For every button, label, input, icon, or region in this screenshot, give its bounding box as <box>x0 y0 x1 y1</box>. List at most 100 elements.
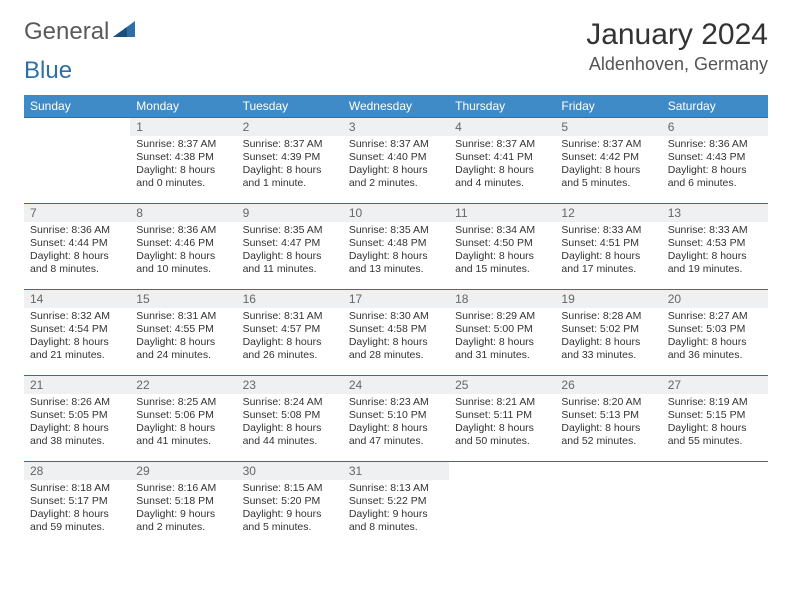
day-number: 14 <box>24 290 130 308</box>
sunset-text: Sunset: 4:38 PM <box>136 151 230 164</box>
daylight-text: Daylight: 8 hours and 26 minutes. <box>243 336 337 362</box>
daylight-text: Daylight: 8 hours and 5 minutes. <box>561 164 655 190</box>
sunset-text: Sunset: 4:58 PM <box>349 323 443 336</box>
day-number: 10 <box>343 204 449 222</box>
sunset-text: Sunset: 4:43 PM <box>668 151 762 164</box>
weekday-header: Tuesday <box>237 95 343 118</box>
calendar-day-cell: 17Sunrise: 8:30 AMSunset: 4:58 PMDayligh… <box>343 290 449 376</box>
daylight-text: Daylight: 9 hours and 2 minutes. <box>136 508 230 534</box>
day-details: Sunrise: 8:31 AMSunset: 4:55 PMDaylight:… <box>130 308 236 367</box>
calendar-day-cell: 12Sunrise: 8:33 AMSunset: 4:51 PMDayligh… <box>555 204 661 290</box>
calendar-day-cell: 25Sunrise: 8:21 AMSunset: 5:11 PMDayligh… <box>449 376 555 462</box>
sunrise-text: Sunrise: 8:35 AM <box>349 224 443 237</box>
daylight-text: Daylight: 8 hours and 47 minutes. <box>349 422 443 448</box>
day-details: Sunrise: 8:24 AMSunset: 5:08 PMDaylight:… <box>237 394 343 453</box>
day-details: Sunrise: 8:23 AMSunset: 5:10 PMDaylight:… <box>343 394 449 453</box>
calendar-week-row: 28Sunrise: 8:18 AMSunset: 5:17 PMDayligh… <box>24 462 768 548</box>
sunset-text: Sunset: 4:46 PM <box>136 237 230 250</box>
weekday-header: Saturday <box>662 95 768 118</box>
calendar-day-cell: 13Sunrise: 8:33 AMSunset: 4:53 PMDayligh… <box>662 204 768 290</box>
day-number: 2 <box>237 118 343 136</box>
daylight-text: Daylight: 8 hours and 36 minutes. <box>668 336 762 362</box>
sunrise-text: Sunrise: 8:13 AM <box>349 482 443 495</box>
sunset-text: Sunset: 4:42 PM <box>561 151 655 164</box>
day-number: 4 <box>449 118 555 136</box>
daylight-text: Daylight: 8 hours and 17 minutes. <box>561 250 655 276</box>
sunrise-text: Sunrise: 8:36 AM <box>30 224 124 237</box>
day-number: 26 <box>555 376 661 394</box>
sunrise-text: Sunrise: 8:35 AM <box>243 224 337 237</box>
sunrise-text: Sunrise: 8:19 AM <box>668 396 762 409</box>
day-details: Sunrise: 8:28 AMSunset: 5:02 PMDaylight:… <box>555 308 661 367</box>
day-number: 12 <box>555 204 661 222</box>
daylight-text: Daylight: 8 hours and 21 minutes. <box>30 336 124 362</box>
daylight-text: Daylight: 8 hours and 1 minute. <box>243 164 337 190</box>
day-number: 17 <box>343 290 449 308</box>
day-number: 15 <box>130 290 236 308</box>
logo-text-2: Blue <box>24 57 72 85</box>
calendar-day-cell <box>449 462 555 548</box>
calendar-day-cell: 18Sunrise: 8:29 AMSunset: 5:00 PMDayligh… <box>449 290 555 376</box>
day-number: 8 <box>130 204 236 222</box>
day-number: 5 <box>555 118 661 136</box>
sunset-text: Sunset: 5:13 PM <box>561 409 655 422</box>
sunrise-text: Sunrise: 8:25 AM <box>136 396 230 409</box>
sunrise-text: Sunrise: 8:37 AM <box>455 138 549 151</box>
calendar-day-cell: 29Sunrise: 8:16 AMSunset: 5:18 PMDayligh… <box>130 462 236 548</box>
calendar-table: Sunday Monday Tuesday Wednesday Thursday… <box>24 95 768 548</box>
sunset-text: Sunset: 5:17 PM <box>30 495 124 508</box>
day-number: 29 <box>130 462 236 480</box>
sunrise-text: Sunrise: 8:33 AM <box>561 224 655 237</box>
day-details: Sunrise: 8:16 AMSunset: 5:18 PMDaylight:… <box>130 480 236 539</box>
sunrise-text: Sunrise: 8:26 AM <box>30 396 124 409</box>
sunrise-text: Sunrise: 8:20 AM <box>561 396 655 409</box>
day-number: 6 <box>662 118 768 136</box>
day-details: Sunrise: 8:35 AMSunset: 4:47 PMDaylight:… <box>237 222 343 281</box>
sunset-text: Sunset: 5:02 PM <box>561 323 655 336</box>
daylight-text: Daylight: 8 hours and 59 minutes. <box>30 508 124 534</box>
day-number: 16 <box>237 290 343 308</box>
calendar-day-cell: 14Sunrise: 8:32 AMSunset: 4:54 PMDayligh… <box>24 290 130 376</box>
sunset-text: Sunset: 4:39 PM <box>243 151 337 164</box>
daylight-text: Daylight: 8 hours and 6 minutes. <box>668 164 762 190</box>
day-details: Sunrise: 8:36 AMSunset: 4:43 PMDaylight:… <box>662 136 768 195</box>
day-details: Sunrise: 8:35 AMSunset: 4:48 PMDaylight:… <box>343 222 449 281</box>
sunrise-text: Sunrise: 8:16 AM <box>136 482 230 495</box>
sunset-text: Sunset: 4:48 PM <box>349 237 443 250</box>
day-details: Sunrise: 8:18 AMSunset: 5:17 PMDaylight:… <box>24 480 130 539</box>
calendar-day-cell: 28Sunrise: 8:18 AMSunset: 5:17 PMDayligh… <box>24 462 130 548</box>
calendar-day-cell <box>24 118 130 204</box>
sunset-text: Sunset: 5:15 PM <box>668 409 762 422</box>
day-number: 25 <box>449 376 555 394</box>
calendar-day-cell: 6Sunrise: 8:36 AMSunset: 4:43 PMDaylight… <box>662 118 768 204</box>
sunset-text: Sunset: 4:54 PM <box>30 323 124 336</box>
sunset-text: Sunset: 4:57 PM <box>243 323 337 336</box>
sunset-text: Sunset: 5:00 PM <box>455 323 549 336</box>
day-details: Sunrise: 8:37 AMSunset: 4:39 PMDaylight:… <box>237 136 343 195</box>
sunset-text: Sunset: 5:22 PM <box>349 495 443 508</box>
day-details: Sunrise: 8:34 AMSunset: 4:50 PMDaylight:… <box>449 222 555 281</box>
sunset-text: Sunset: 4:50 PM <box>455 237 549 250</box>
calendar-day-cell: 31Sunrise: 8:13 AMSunset: 5:22 PMDayligh… <box>343 462 449 548</box>
sunrise-text: Sunrise: 8:37 AM <box>561 138 655 151</box>
daylight-text: Daylight: 8 hours and 31 minutes. <box>455 336 549 362</box>
sunrise-text: Sunrise: 8:30 AM <box>349 310 443 323</box>
calendar-day-cell: 1Sunrise: 8:37 AMSunset: 4:38 PMDaylight… <box>130 118 236 204</box>
daylight-text: Daylight: 8 hours and 10 minutes. <box>136 250 230 276</box>
calendar-week-row: 1Sunrise: 8:37 AMSunset: 4:38 PMDaylight… <box>24 118 768 204</box>
sunset-text: Sunset: 5:08 PM <box>243 409 337 422</box>
daylight-text: Daylight: 8 hours and 24 minutes. <box>136 336 230 362</box>
day-details: Sunrise: 8:37 AMSunset: 4:40 PMDaylight:… <box>343 136 449 195</box>
sunrise-text: Sunrise: 8:37 AM <box>243 138 337 151</box>
calendar-day-cell: 10Sunrise: 8:35 AMSunset: 4:48 PMDayligh… <box>343 204 449 290</box>
daylight-text: Daylight: 8 hours and 13 minutes. <box>349 250 443 276</box>
day-details: Sunrise: 8:37 AMSunset: 4:38 PMDaylight:… <box>130 136 236 195</box>
day-details: Sunrise: 8:33 AMSunset: 4:53 PMDaylight:… <box>662 222 768 281</box>
calendar-day-cell: 22Sunrise: 8:25 AMSunset: 5:06 PMDayligh… <box>130 376 236 462</box>
day-number: 30 <box>237 462 343 480</box>
calendar-day-cell <box>555 462 661 548</box>
calendar-day-cell: 19Sunrise: 8:28 AMSunset: 5:02 PMDayligh… <box>555 290 661 376</box>
sunrise-text: Sunrise: 8:15 AM <box>243 482 337 495</box>
sunrise-text: Sunrise: 8:27 AM <box>668 310 762 323</box>
sunrise-text: Sunrise: 8:36 AM <box>668 138 762 151</box>
